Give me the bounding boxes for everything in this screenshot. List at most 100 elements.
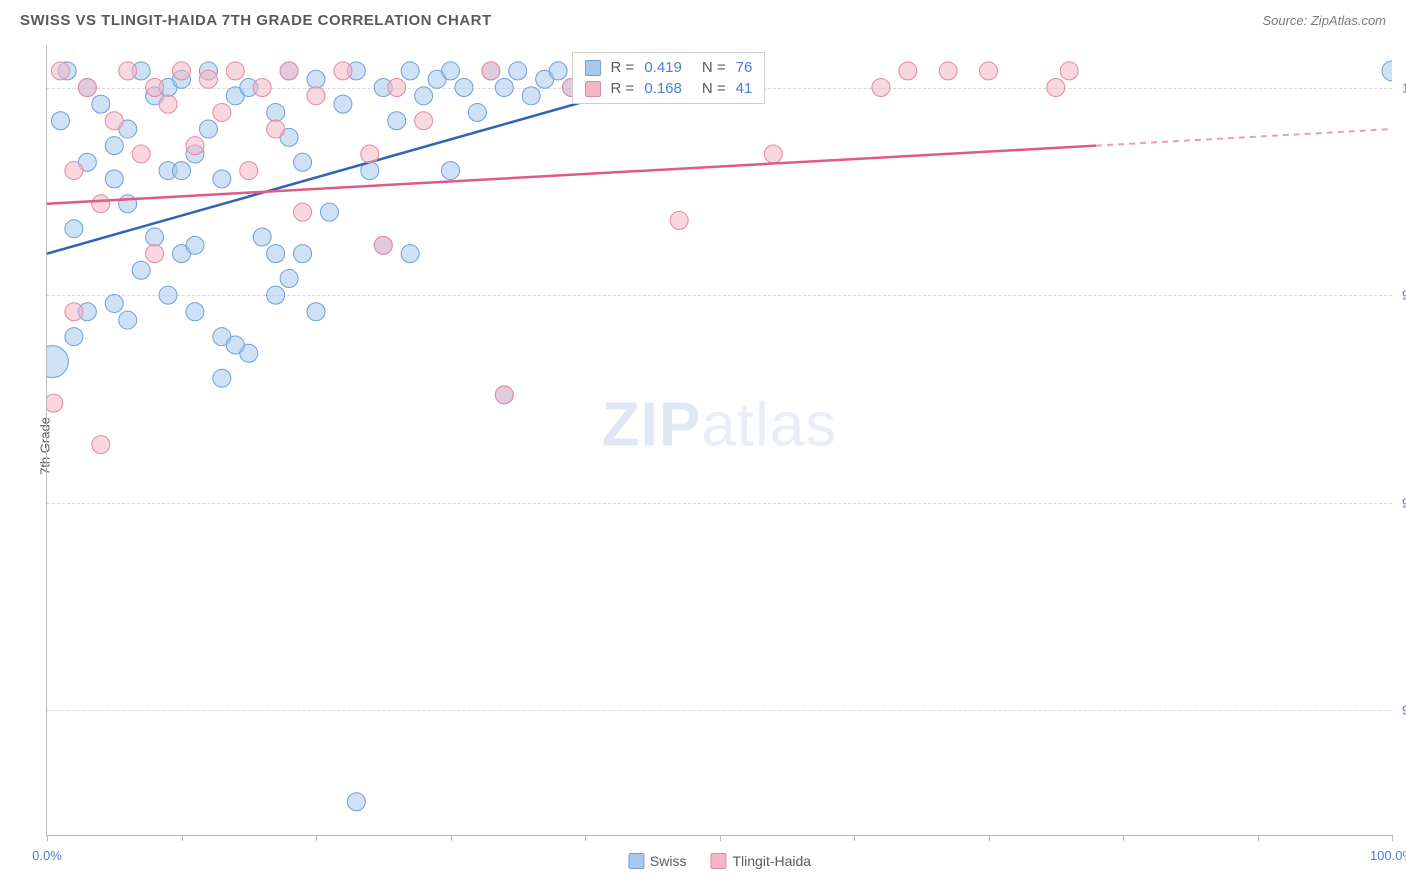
data-point[interactable] (146, 79, 164, 97)
data-point[interactable] (213, 369, 231, 387)
data-point[interactable] (146, 228, 164, 246)
data-point[interactable] (173, 162, 191, 180)
data-point[interactable] (442, 162, 460, 180)
x-tick-label: 100.0% (1370, 848, 1406, 863)
data-point[interactable] (939, 62, 957, 80)
data-point[interactable] (47, 394, 63, 412)
source-attribution: Source: ZipAtlas.com (1262, 13, 1386, 28)
data-point[interactable] (415, 112, 433, 130)
data-point[interactable] (146, 245, 164, 263)
data-point[interactable] (374, 236, 392, 254)
data-point[interactable] (199, 120, 217, 138)
data-point[interactable] (522, 87, 540, 105)
data-point[interactable] (240, 162, 258, 180)
data-point[interactable] (495, 386, 513, 404)
data-point[interactable] (65, 328, 83, 346)
data-point[interactable] (307, 70, 325, 88)
data-point[interactable] (213, 103, 231, 121)
data-point[interactable] (347, 793, 365, 811)
data-point[interactable] (159, 95, 177, 113)
data-point[interactable] (415, 87, 433, 105)
data-point[interactable] (1047, 79, 1065, 97)
data-point[interactable] (899, 62, 917, 80)
data-point[interactable] (213, 170, 231, 188)
data-point[interactable] (92, 195, 110, 213)
data-point[interactable] (388, 112, 406, 130)
data-point[interactable] (401, 245, 419, 263)
data-point[interactable] (307, 87, 325, 105)
data-point[interactable] (294, 245, 312, 263)
chart-title: SWISS VS TLINGIT-HAIDA 7TH GRADE CORRELA… (20, 12, 492, 29)
data-point[interactable] (186, 303, 204, 321)
data-point[interactable] (980, 62, 998, 80)
legend-label: Tlingit-Haida (732, 853, 811, 869)
legend-item-tlingit[interactable]: Tlingit-Haida (710, 853, 811, 869)
data-point[interactable] (65, 303, 83, 321)
trend-line-extrapolated (1096, 129, 1392, 146)
data-point[interactable] (92, 436, 110, 454)
data-point[interactable] (119, 195, 137, 213)
data-point[interactable] (159, 286, 177, 304)
data-point[interactable] (253, 79, 271, 97)
y-tick-label: 95.0% (1394, 495, 1406, 510)
data-point[interactable] (105, 137, 123, 155)
data-point[interactable] (267, 245, 285, 263)
swatch-swiss-icon (628, 853, 644, 869)
data-point[interactable] (872, 79, 890, 97)
data-point[interactable] (92, 95, 110, 113)
data-point[interactable] (468, 103, 486, 121)
data-point[interactable] (294, 203, 312, 221)
data-point[interactable] (226, 336, 244, 354)
data-point[interactable] (65, 220, 83, 238)
data-point[interactable] (549, 62, 567, 80)
legend-item-swiss[interactable]: Swiss (628, 853, 687, 869)
data-point[interactable] (509, 62, 527, 80)
data-point[interactable] (105, 294, 123, 312)
data-point[interactable] (1382, 61, 1392, 81)
data-point[interactable] (186, 236, 204, 254)
data-point[interactable] (51, 62, 69, 80)
data-point[interactable] (334, 95, 352, 113)
swatch-tlingit-icon (710, 853, 726, 869)
data-point[interactable] (199, 70, 217, 88)
data-point[interactable] (132, 261, 150, 279)
data-point[interactable] (442, 62, 460, 80)
data-point[interactable] (388, 79, 406, 97)
data-point[interactable] (1060, 62, 1078, 80)
data-point[interactable] (495, 79, 513, 97)
data-point[interactable] (280, 62, 298, 80)
data-point[interactable] (253, 228, 271, 246)
data-point[interactable] (119, 62, 137, 80)
swatch-tlingit (585, 81, 601, 97)
data-point[interactable] (105, 170, 123, 188)
data-point[interactable] (267, 120, 285, 138)
legend: Swiss Tlingit-Haida (628, 853, 811, 869)
data-point[interactable] (226, 62, 244, 80)
data-point[interactable] (173, 62, 191, 80)
data-point[interactable] (670, 211, 688, 229)
data-point[interactable] (320, 203, 338, 221)
data-point[interactable] (307, 303, 325, 321)
data-point[interactable] (361, 145, 379, 163)
data-point[interactable] (51, 112, 69, 130)
data-point[interactable] (105, 112, 123, 130)
stats-row-tlingit: R =0.168 N =41 (585, 78, 753, 99)
data-point[interactable] (65, 162, 83, 180)
legend-label: Swiss (650, 853, 687, 869)
data-point[interactable] (764, 145, 782, 163)
data-point[interactable] (334, 62, 352, 80)
data-point[interactable] (186, 137, 204, 155)
data-point[interactable] (280, 270, 298, 288)
data-point[interactable] (267, 286, 285, 304)
data-point[interactable] (455, 79, 473, 97)
data-point[interactable] (132, 145, 150, 163)
data-point[interactable] (78, 79, 96, 97)
data-point[interactable] (482, 62, 500, 80)
data-point[interactable] (119, 311, 137, 329)
swatch-swiss (585, 60, 601, 76)
data-point[interactable] (267, 103, 285, 121)
data-point[interactable] (47, 346, 68, 378)
y-tick-label: 92.5% (1394, 703, 1406, 718)
data-point[interactable] (294, 153, 312, 171)
data-point[interactable] (401, 62, 419, 80)
